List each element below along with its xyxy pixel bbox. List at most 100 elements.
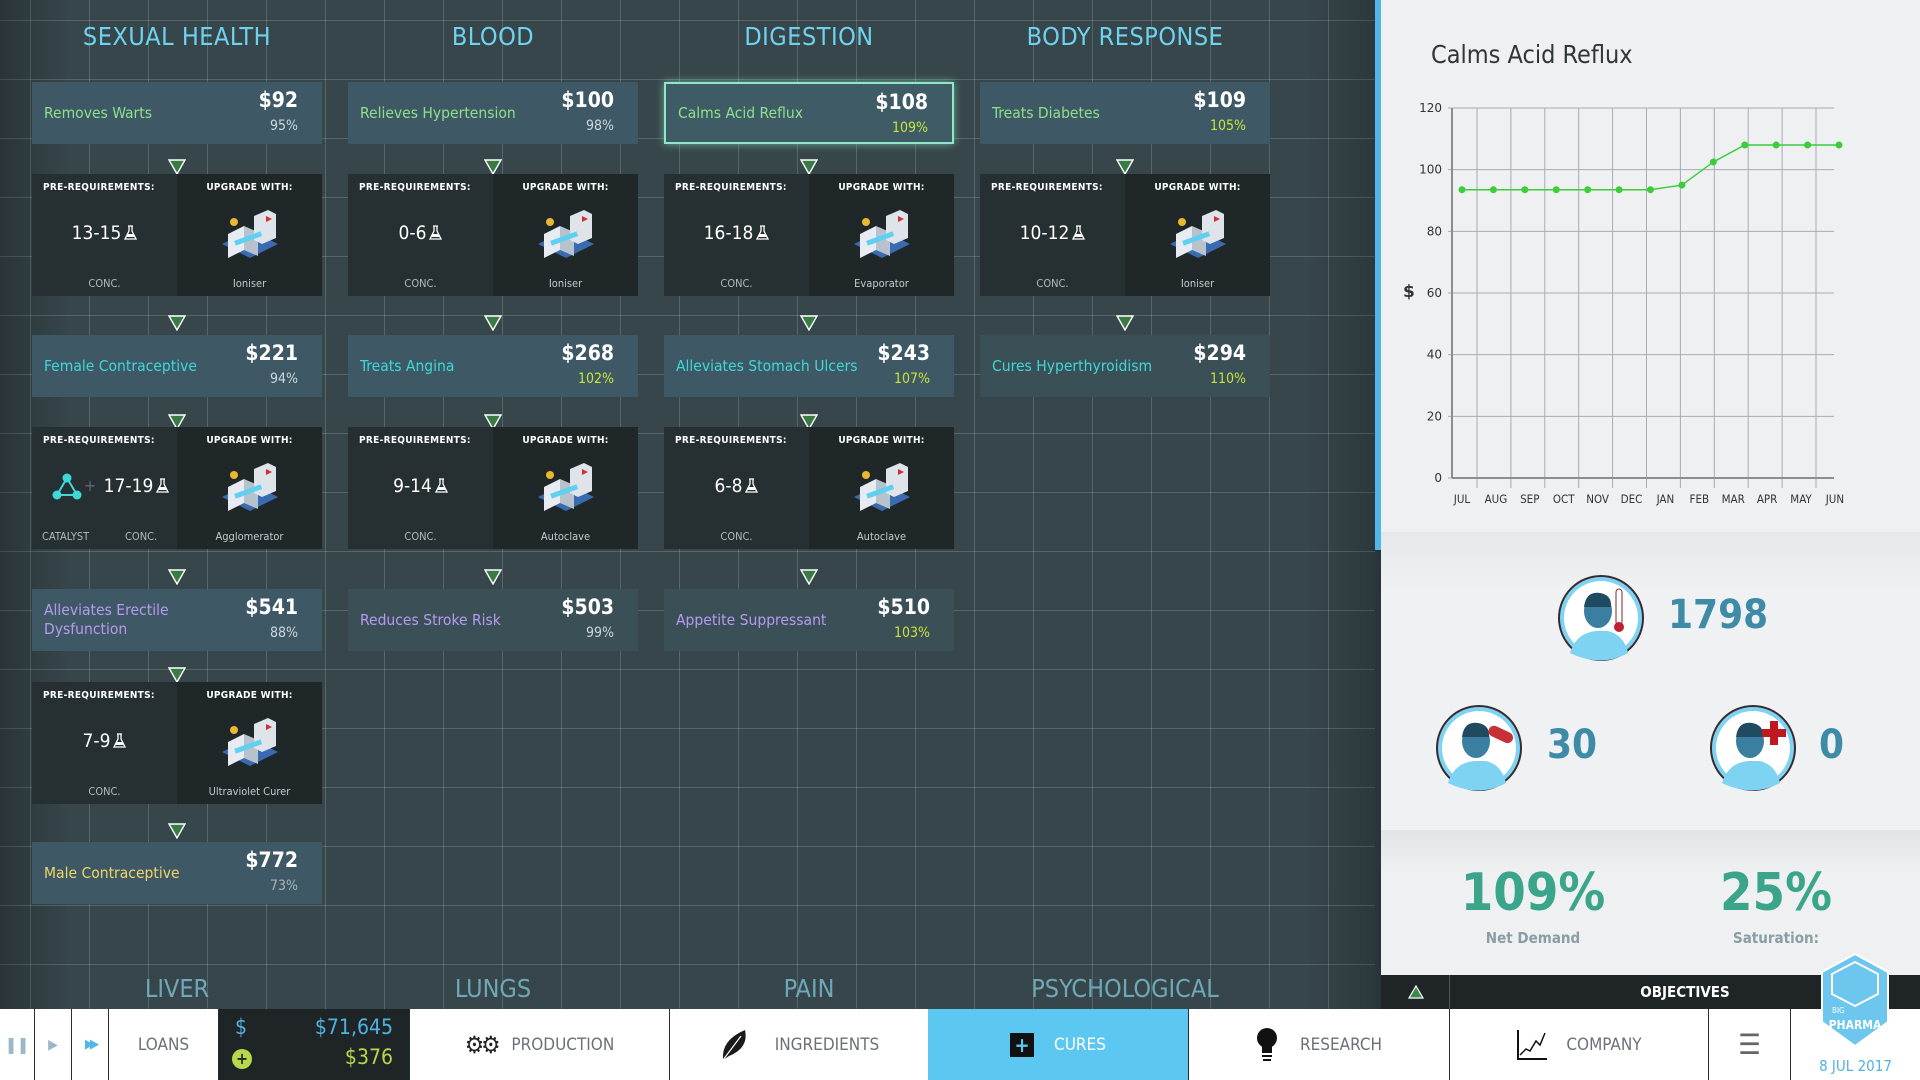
cure-name: Calms Acid Reflux [678, 103, 803, 122]
pre-requirements-label: PRE-REQUIREMENTS: [43, 182, 155, 193]
upgrade-requirement-box[interactable]: PRE-REQUIREMENTS: UPGRADE WITH: Ioniser CON… [32, 174, 322, 296]
upgrade-requirement-box[interactable]: PRE-REQUIREMENTS: UPGRADE WITH: Autoclave C… [664, 427, 954, 549]
data-point [1615, 186, 1623, 194]
cure-name: Treats Diabetes [992, 103, 1100, 122]
cure-price: $772 [245, 848, 298, 872]
concentration-value: 9-14 [393, 475, 432, 497]
pause-button[interactable]: ❚❚ [0, 1009, 34, 1080]
machine-ioniser-icon [530, 204, 602, 272]
menu-button[interactable]: ☰ [1708, 1009, 1790, 1080]
sick-patient-icon [1558, 575, 1644, 661]
concentration-label: CONC. [88, 785, 121, 798]
fast-forward-button[interactable]: ▶▶ [71, 1009, 108, 1080]
down-arrow-icon [799, 569, 819, 586]
ingredients-tab[interactable]: INGREDIENTS [669, 1009, 928, 1080]
concentration-value: 10-12 [1019, 222, 1070, 244]
cure-effectiveness: 105% [1209, 118, 1246, 134]
cure-card[interactable]: Treats Angina $268 102% [348, 335, 638, 397]
upgrade-with-panel: UPGRADE WITH: Ioniser [493, 174, 638, 296]
cures-tab[interactable]: + CURES [928, 1009, 1188, 1080]
cure-card[interactable]: Cures Hyperthyroidism $294 110% [980, 335, 1270, 397]
data-point [1741, 141, 1749, 149]
cure-name: Male Contraceptive [44, 863, 180, 882]
concentration-value: 16-18 [703, 222, 754, 244]
cure-card[interactable]: Appetite Suppressant $510 103% [664, 589, 954, 651]
cure-card[interactable]: Female Contraceptive $221 94% [32, 335, 322, 397]
concentration-label: CONC. [125, 530, 158, 543]
pre-requirements-label: PRE-REQUIREMENTS: [359, 435, 471, 446]
column-header: BODY RESPONSE [1026, 22, 1224, 51]
down-arrow-icon [1115, 315, 1135, 332]
cure-name: Removes Warts [44, 103, 153, 122]
cures-tree-canvas[interactable]: SEXUAL HEALTH LIVER Removes Warts $92 95% PRE… [0, 0, 1375, 1009]
production-tab[interactable]: ⚙⚙ PRODUCTION [409, 1009, 669, 1080]
machine-autoclave-icon [530, 457, 602, 525]
machine-name: Agglomerator [215, 530, 284, 543]
upgrade-with-label: UPGRADE WITH: [838, 435, 925, 446]
data-point [1804, 141, 1812, 149]
x-tick-label: JUN [1825, 492, 1844, 506]
concentration-range: 17-19 [96, 475, 177, 497]
machine-ioniser-icon [214, 204, 286, 272]
upgrade-requirement-box[interactable]: PRE-REQUIREMENTS: UPGRADE WITH: Autoclave C… [348, 427, 638, 549]
down-arrow-icon [483, 569, 503, 586]
cure-card[interactable]: Reduces Stroke Risk $503 99% [348, 589, 638, 651]
concentration-value: 7-9 [82, 730, 111, 752]
concentration-label: CONC. [404, 530, 437, 543]
cure-card[interactable]: Alleviates Stomach Ulcers $243 107% [664, 335, 954, 397]
cure-card[interactable]: Relieves Hypertension $100 98% [348, 82, 638, 144]
objectives-expand-button[interactable] [1381, 975, 1450, 1009]
research-tab[interactable]: RESEARCH [1188, 1009, 1449, 1080]
flask-icon [426, 222, 443, 244]
treated-count: 30 [1547, 722, 1598, 768]
machine-name: Evaporator [854, 277, 909, 290]
upgrade-requirement-box[interactable]: PRE-REQUIREMENTS: UPGRADE WITH: Evaporator… [664, 174, 954, 296]
concentration-label: CONC. [1036, 277, 1069, 290]
upgrade-with-label: UPGRADE WITH: [522, 182, 609, 193]
machine-ioniser-icon [1162, 204, 1234, 272]
x-tick-label: DEC [1621, 492, 1643, 506]
cure-name: Female Contraceptive [44, 356, 197, 375]
column-header: BLOOD [451, 22, 535, 51]
x-tick-label: JAN [1656, 492, 1675, 506]
data-point [1678, 181, 1686, 189]
data-point [1521, 186, 1529, 194]
cure-price: $100 [561, 88, 614, 112]
upgrade-requirement-box[interactable]: PRE-REQUIREMENTS: UPGRADE WITH: Ioniser CON… [980, 174, 1270, 296]
concentration-value: 17-19 [103, 475, 154, 497]
cure-effectiveness: 103% [893, 625, 930, 641]
cure-card[interactable]: Alleviates Erectile Dysfunction $541 88% [32, 589, 322, 651]
play-button[interactable]: ▶ [34, 1009, 71, 1080]
down-arrow-icon [167, 159, 187, 176]
cure-card[interactable]: Treats Diabetes $109 105% [980, 82, 1270, 144]
down-arrow-icon [483, 159, 503, 176]
upgrade-requirement-box[interactable]: PRE-REQUIREMENTS: UPGRADE WITH: Ioniser CON… [348, 174, 638, 296]
cure-effectiveness: 94% [270, 371, 298, 387]
ingredients-label: INGREDIENTS [774, 1034, 880, 1055]
upgrade-with-panel: UPGRADE WITH: Agglomerator [177, 427, 322, 549]
cure-card[interactable]: Calms Acid Reflux $108 109% [664, 82, 954, 144]
upgrade-requirement-box[interactable]: PRE-REQUIREMENTS: UPGRADE WITH: Ultraviole… [32, 682, 322, 804]
pre-requirements-label: PRE-REQUIREMENTS: [675, 435, 787, 446]
big-pharma-logo: BIG PHARMA [1820, 952, 1890, 1048]
loans-button[interactable]: LOANS [108, 1009, 218, 1080]
concentration-label: CONC. [404, 277, 437, 290]
upgrade-requirement-box[interactable]: PRE-REQUIREMENTS: UPGRADE WITH: Agglomerat… [32, 427, 322, 549]
cure-name: Relieves Hypertension [360, 103, 516, 122]
cure-card[interactable]: Removes Warts $92 95% [32, 82, 322, 144]
column-header-next-section: LUNGS [454, 974, 532, 1003]
x-tick-label: NOV [1586, 492, 1609, 506]
column-header-next-section: PAIN [783, 974, 835, 1003]
column-header-next-section: PSYCHOLOGICAL [1031, 974, 1219, 1003]
cure-card[interactable]: Male Contraceptive $772 73% [32, 842, 322, 904]
chart-icon [1517, 1029, 1548, 1060]
company-tab[interactable]: COMPANY [1449, 1009, 1708, 1080]
down-arrow-icon [799, 159, 819, 176]
scrollbar-thumb[interactable] [1375, 0, 1381, 550]
cure-effectiveness: 98% [586, 118, 614, 134]
machine-evaporator-icon [846, 204, 918, 272]
concentration-range: 16-18 [664, 222, 809, 244]
loans-label: LOANS [137, 1034, 190, 1055]
cure-effectiveness: 73% [270, 878, 298, 894]
cure-name: Alleviates Erectile Dysfunction [44, 601, 169, 638]
